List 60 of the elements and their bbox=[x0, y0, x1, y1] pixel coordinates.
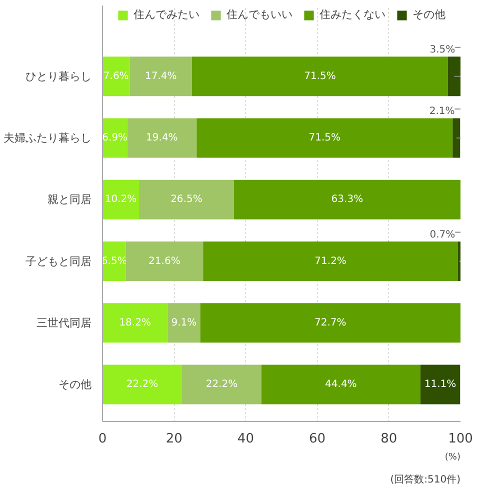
bar bbox=[168, 303, 200, 343]
x-tick-label: 100 bbox=[448, 432, 473, 446]
y-tick-label: 夫婦ふたり暮らし bbox=[4, 132, 92, 145]
bar bbox=[102, 242, 126, 281]
x-tick-label: 80 bbox=[380, 432, 398, 446]
bar bbox=[182, 364, 262, 404]
data-label: 26.5% bbox=[170, 194, 202, 206]
data-label: 72.7% bbox=[314, 317, 346, 328]
bar bbox=[196, 118, 453, 158]
x-tick-label: 40 bbox=[237, 432, 254, 446]
bar bbox=[102, 303, 168, 343]
bar bbox=[139, 180, 234, 220]
data-label: 44.4% bbox=[325, 379, 357, 390]
bar bbox=[102, 364, 182, 404]
bar bbox=[127, 118, 197, 158]
legend-label: 住んでみたい bbox=[134, 7, 200, 22]
data-label: 17.4% bbox=[144, 70, 177, 82]
y-tick-label: 子どもと同居 bbox=[26, 254, 92, 268]
data-label: 71.2% bbox=[314, 256, 346, 267]
bar bbox=[130, 56, 192, 96]
y-tick-label: 三世代同居 bbox=[36, 316, 92, 330]
data-label: 10.2% bbox=[104, 194, 137, 206]
data-label: 2.1% bbox=[429, 106, 455, 118]
legend-label: 住んでもいい bbox=[226, 7, 292, 22]
data-label: 71.5% bbox=[304, 70, 336, 82]
data-label: 11.1% bbox=[424, 379, 456, 390]
x-tick-label: 0 bbox=[98, 432, 107, 446]
bar bbox=[126, 242, 204, 281]
legend-label: その他 bbox=[412, 7, 446, 22]
data-label: 22.2% bbox=[126, 379, 158, 390]
x-tick-label: 60 bbox=[309, 432, 326, 446]
bar bbox=[261, 364, 420, 404]
x-axis-title: (%) bbox=[444, 452, 461, 462]
y-tick-label: その他 bbox=[58, 378, 92, 392]
bar bbox=[102, 180, 140, 220]
data-label: 71.5% bbox=[308, 132, 341, 144]
data-label: 19.4% bbox=[146, 132, 178, 144]
data-label: 9.1% bbox=[171, 317, 197, 328]
bar bbox=[420, 364, 460, 404]
text: (回答数:510件) bbox=[390, 474, 461, 486]
data-label: 63.3% bbox=[331, 194, 364, 206]
y-tick-label: 親と同居 bbox=[48, 193, 92, 206]
data-label: 6.9% bbox=[102, 132, 128, 144]
data-label: 3.5% bbox=[430, 44, 456, 56]
legend-label: 住みたくない bbox=[320, 7, 386, 22]
data-label: 22.2% bbox=[206, 379, 238, 390]
bar bbox=[448, 56, 460, 96]
bar bbox=[102, 56, 130, 96]
bar bbox=[203, 242, 458, 281]
y-tick-label: ひとり暮らし bbox=[26, 70, 92, 83]
bar bbox=[452, 118, 460, 158]
data-label: 21.6% bbox=[148, 256, 180, 267]
data-label: 7.6% bbox=[103, 70, 129, 82]
data-label: 0.7% bbox=[430, 229, 456, 240]
bar bbox=[192, 56, 448, 96]
bar bbox=[234, 180, 460, 220]
bar bbox=[458, 242, 460, 281]
x-tick-label: 20 bbox=[166, 432, 182, 446]
bar bbox=[200, 303, 460, 343]
data-label: 18.2% bbox=[119, 317, 151, 328]
